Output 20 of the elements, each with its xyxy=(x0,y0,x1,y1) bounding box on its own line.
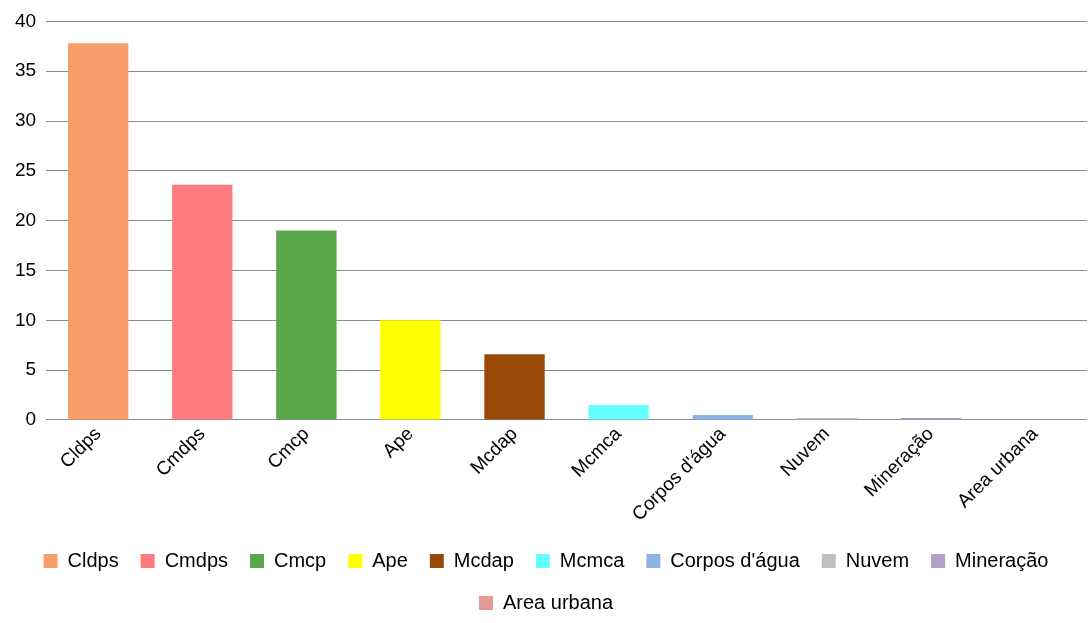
legend-label: Mcdap xyxy=(453,548,514,571)
x-tick-label: Ape xyxy=(378,422,417,462)
legend-label: Cldps xyxy=(67,548,119,571)
y-tick-label: 5 xyxy=(25,358,37,380)
legend-label: Cmdps xyxy=(164,548,229,571)
y-tick-label: 15 xyxy=(14,258,37,280)
y-tick-label: 25 xyxy=(14,159,37,181)
legend-label: Cmcp xyxy=(274,548,327,571)
y-tick-label: 40 xyxy=(14,9,37,31)
legend-label: Nuvem xyxy=(845,548,910,571)
legend-label: Ape xyxy=(372,548,408,571)
y-tick-label: 10 xyxy=(14,308,37,330)
legend-label: Mineração xyxy=(955,548,1049,571)
legend-label: Corpos d'água xyxy=(670,548,801,571)
y-tick-label: 35 xyxy=(14,59,37,81)
y-tick-label: 30 xyxy=(14,109,37,131)
legend-label: Area urbana xyxy=(502,590,614,613)
y-tick-label: 20 xyxy=(14,208,37,230)
legend-label: Mcmca xyxy=(559,548,626,571)
y-tick-label: 0 xyxy=(25,408,37,430)
